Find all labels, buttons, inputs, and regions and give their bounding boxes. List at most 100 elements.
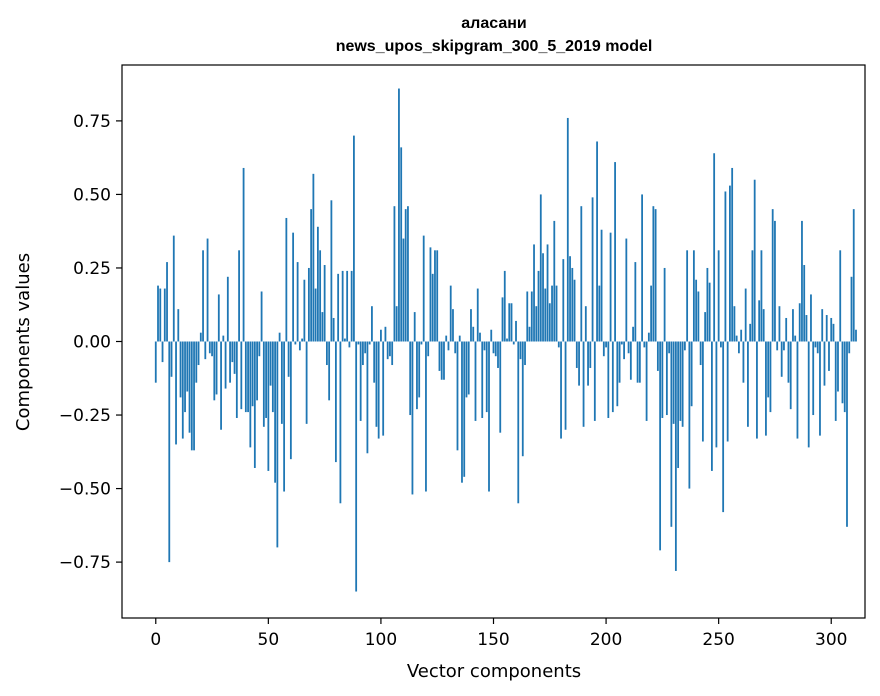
bar <box>652 206 655 342</box>
bar <box>650 285 653 342</box>
bar <box>407 206 409 342</box>
bar <box>195 341 198 383</box>
bar <box>163 288 166 342</box>
bar <box>172 235 175 342</box>
bar <box>377 341 380 439</box>
bar <box>483 341 486 351</box>
bar <box>756 341 758 439</box>
bar <box>776 341 779 351</box>
bar <box>564 341 567 430</box>
bar <box>778 306 781 342</box>
bar <box>161 341 164 363</box>
bar <box>855 329 857 342</box>
bar <box>492 341 495 354</box>
bar <box>508 303 511 342</box>
x-tick-label: 50 <box>258 630 280 650</box>
bar <box>602 341 605 357</box>
bar <box>208 341 211 354</box>
bar <box>443 341 445 380</box>
plot-frame <box>121 64 866 619</box>
bar <box>271 341 274 413</box>
bar <box>346 270 349 342</box>
bar <box>454 341 457 354</box>
bar <box>668 341 671 354</box>
bar <box>362 341 364 366</box>
bar <box>823 341 826 386</box>
bar <box>528 326 531 342</box>
bar <box>661 341 664 418</box>
bar <box>215 341 218 395</box>
bar <box>812 341 815 416</box>
bar <box>686 250 689 342</box>
bar <box>600 229 603 342</box>
x-tick-label: 150 <box>477 630 509 650</box>
bar <box>695 279 698 342</box>
bar <box>267 341 270 471</box>
bar <box>810 294 812 342</box>
bar <box>740 329 743 342</box>
bar <box>591 197 594 342</box>
bar <box>371 306 373 342</box>
bar <box>258 341 261 357</box>
bar <box>341 270 344 342</box>
bar <box>638 341 641 383</box>
bar <box>276 341 279 548</box>
bar <box>386 341 389 360</box>
y-tick-label: 0.25 <box>73 259 111 279</box>
bar <box>229 341 231 383</box>
bar <box>265 341 267 418</box>
x-tick-label: 300 <box>815 630 847 650</box>
bar <box>643 341 646 348</box>
bar <box>582 341 585 427</box>
bar <box>578 341 580 386</box>
bar <box>634 262 637 342</box>
bar <box>193 341 195 451</box>
bar <box>632 326 634 342</box>
bar <box>425 341 427 492</box>
bar <box>447 341 450 351</box>
bar <box>627 341 630 354</box>
bar <box>530 291 533 342</box>
bar <box>785 317 788 342</box>
bar <box>670 341 673 527</box>
bar <box>359 341 362 421</box>
bar <box>758 300 761 342</box>
bar <box>449 285 452 342</box>
bar <box>625 238 628 342</box>
bar <box>458 335 461 342</box>
bar <box>683 341 686 351</box>
bar <box>796 341 799 439</box>
bar <box>436 250 439 342</box>
bar <box>348 341 351 348</box>
bar <box>674 341 677 571</box>
bar <box>199 332 202 342</box>
bar <box>494 341 497 357</box>
bar <box>337 273 340 342</box>
bar <box>665 341 668 416</box>
bar <box>389 341 391 357</box>
bar <box>321 312 324 342</box>
bar <box>537 270 540 342</box>
bar <box>404 209 407 342</box>
bar <box>490 329 493 342</box>
bar <box>636 341 639 383</box>
bar <box>539 194 542 342</box>
bar <box>391 341 394 366</box>
bar <box>814 341 817 348</box>
bar <box>274 341 276 483</box>
bar <box>596 141 598 342</box>
bar <box>319 250 322 342</box>
bar <box>398 88 400 342</box>
chart-title-line1: аласани <box>461 15 526 32</box>
x-axis-label: Vector components <box>407 661 581 682</box>
bar <box>305 341 308 424</box>
bar <box>830 317 833 342</box>
bar <box>497 341 499 368</box>
bar <box>738 341 740 354</box>
bar <box>175 341 177 445</box>
bar <box>413 312 416 342</box>
bar <box>159 288 162 342</box>
bar <box>334 341 337 463</box>
bar <box>416 341 418 410</box>
bar <box>641 194 643 342</box>
